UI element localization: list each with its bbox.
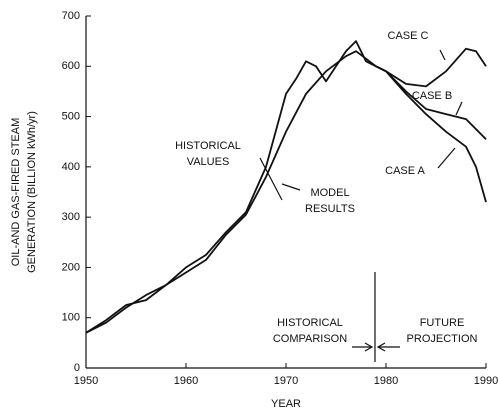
- y-tick-label: 700: [62, 10, 80, 22]
- annotation: COMPARISON: [273, 333, 347, 345]
- y-tick-label: 300: [62, 211, 80, 223]
- y-tick-label: 200: [62, 261, 80, 273]
- arrow-left: [352, 342, 374, 352]
- leader: [437, 147, 456, 169]
- annotation: MODEL: [310, 187, 349, 199]
- annotation: CASE A: [385, 165, 425, 177]
- annotation: RESULTS: [305, 203, 355, 215]
- y-label: OIL-AND GAS-FIRED STEAM: [10, 118, 22, 267]
- series-line: [85, 50, 377, 334]
- annotation: HISTORICAL: [277, 317, 343, 329]
- leader: [439, 49, 446, 61]
- x-tick-label: 1950: [74, 375, 98, 387]
- leader: [455, 101, 463, 116]
- annotation: FUTURE: [420, 317, 465, 329]
- x-label: YEAR: [271, 398, 301, 410]
- arrow-right: [376, 342, 400, 352]
- annotation: CASE B: [412, 90, 452, 102]
- x-tick-label: 1960: [174, 375, 198, 387]
- annotation: HISTORICAL: [175, 140, 241, 152]
- y-tick-label: 100: [62, 312, 80, 324]
- leader: [259, 157, 283, 201]
- annotation: CASE C: [388, 30, 429, 42]
- annotation: PROJECTION: [407, 333, 478, 345]
- y-tick-label: 600: [62, 60, 80, 72]
- x-tick-label: 1970: [274, 375, 298, 387]
- series-line: [375, 65, 487, 140]
- series-line: [85, 40, 377, 334]
- y-tick-label: 500: [62, 110, 80, 122]
- y-tick-label: 400: [62, 161, 80, 173]
- y-label: GENERATION (BILLION kWh/yr): [26, 111, 38, 273]
- series-line: [375, 47, 487, 88]
- annotation: VALUES: [187, 156, 230, 168]
- y-tick-label: 0: [74, 362, 80, 374]
- leader: [281, 183, 301, 191]
- x-tick-label: 1980: [374, 375, 398, 387]
- x-tick-label: 1990: [474, 375, 498, 387]
- series-line: [375, 65, 487, 203]
